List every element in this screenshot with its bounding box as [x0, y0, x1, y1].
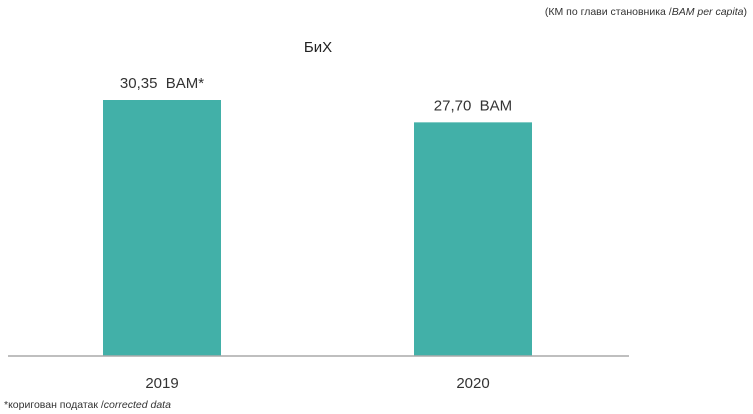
bar-2020 [414, 122, 532, 356]
unit-note-suffix: ) [743, 6, 748, 18]
x-tick-label-2019: 2019 [145, 375, 178, 392]
footnote: *коригован податак /corrected data [4, 399, 171, 411]
bars-layer: 30,35 BAM* 2019 27,70 BAM 2020 [103, 75, 532, 392]
footnote-prefix: *коригован податак / [4, 399, 104, 411]
unit-note-prefix: (КМ по глави становника / [544, 6, 672, 18]
bar-2019 [103, 100, 221, 356]
unit-note: (КМ по глави становника /BAM per capita) [545, 6, 747, 18]
data-label-2019: 30,35 BAM* [120, 75, 204, 92]
x-tick-label-2020: 2020 [456, 375, 489, 392]
data-label-2020: 27,70 BAM [434, 97, 512, 114]
chart-title: БиХ [304, 39, 332, 56]
footnote-italic: corrected data [103, 399, 171, 411]
unit-note-italic: BAM per capita [671, 6, 744, 18]
bar-chart: БиХ 30,35 BAM* 2019 27,70 BAM 2020 [8, 39, 629, 392]
